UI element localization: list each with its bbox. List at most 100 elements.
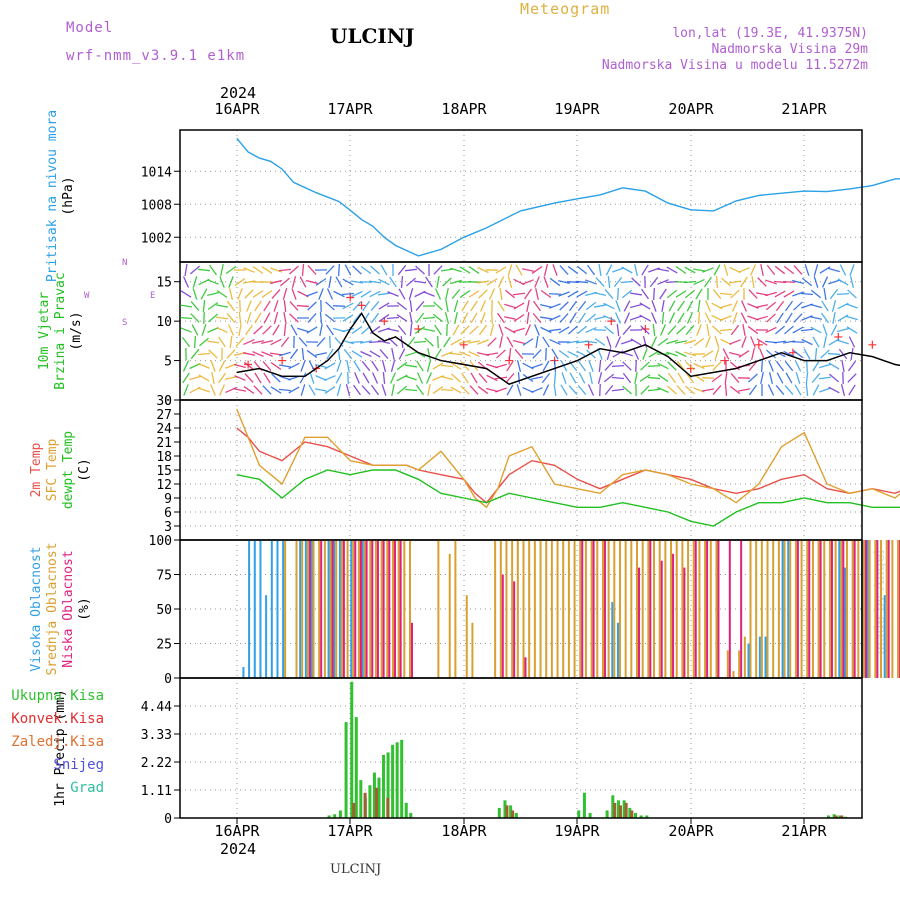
wind-arrow-444 (539, 316, 553, 320)
wind-arrow-679 (730, 361, 740, 371)
cloud-ytick-label-3: 25 (156, 638, 172, 653)
cloud-bar-1-55 (653, 540, 656, 678)
cloud-bar-2-3 (342, 540, 345, 678)
wind-arrow-735 (776, 372, 784, 384)
wind-arrow-304 (427, 347, 431, 361)
wind-arrow-621 (685, 325, 695, 335)
precip-legend-4: Grad (70, 780, 104, 796)
wind-arrow-654 (712, 325, 722, 335)
wind-arrow-61 (229, 335, 233, 349)
wind-arrow-354 (468, 290, 480, 298)
wind-arrow-685 (741, 300, 747, 312)
cloud-bar-2-14 (501, 574, 504, 678)
top-day-label-3: 19APR (554, 100, 600, 118)
wind-arrow-782 (821, 276, 829, 288)
wind-arrow-139 (289, 348, 299, 360)
wind-arrow-43 (210, 384, 216, 396)
wind-arrow-383 (486, 374, 498, 382)
wind-arrow-787 (823, 335, 827, 349)
wind-arrow-745 (784, 360, 794, 372)
cloud-bar-0-3 (259, 540, 262, 678)
wind-arrow-429 (531, 266, 543, 274)
wind-arrow-410 (513, 302, 525, 310)
wind-arrow-294 (416, 360, 424, 372)
wind-arrow-482 (569, 372, 577, 384)
precip-bar-0-18 (497, 807, 501, 818)
wind-arrow-267 (396, 301, 408, 311)
cloud-bar-0-13 (338, 540, 341, 678)
cloud-bar-1-11 (352, 540, 355, 678)
wind-arrow-669 (724, 371, 728, 385)
precip-bar-0-1 (333, 814, 337, 818)
wind-arrow-128 (279, 351, 291, 357)
wind-arrow-475 (567, 290, 579, 298)
wind-arrow-403 (508, 347, 512, 361)
precip-bar-0-10 (377, 777, 381, 818)
precip-bar-0-35 (838, 815, 842, 818)
wind-arrow-438 (530, 376, 544, 380)
pressure-axis-label-1: (hPa) (61, 176, 76, 215)
precip-ytick-label-0: 4.44 (141, 700, 172, 715)
wind-arrow-511 (593, 329, 607, 331)
wind-arrow-13 (192, 288, 198, 300)
wind-arrow-545 (621, 339, 633, 345)
wind-arrow-686 (740, 312, 748, 324)
wind-arrow-639 (704, 276, 712, 288)
cloud-bar-0-18 (747, 643, 750, 678)
precip-bar-0-12 (386, 752, 390, 818)
precip-legend-3: Snijeg (53, 757, 104, 773)
wind-arrow-58 (226, 300, 236, 312)
wind-arrow-795 (831, 300, 837, 312)
wind-arrow-228 (361, 360, 371, 372)
gust-marker-14 (720, 356, 729, 365)
wind-arrow-321 (445, 288, 449, 300)
wind-arrow-101 (261, 290, 273, 298)
wind-arrow-106 (261, 351, 273, 357)
wind-arrow-432 (532, 300, 542, 312)
wind-arrow-650 (715, 275, 719, 289)
wind-arrow-180 (324, 313, 336, 323)
wind-arrow-443 (540, 304, 552, 308)
wind-arrow-215 (350, 340, 364, 344)
wind-arrow-747 (784, 385, 794, 395)
wind-arrow-208 (345, 384, 351, 396)
cloud-bar-1-73 (760, 540, 763, 678)
wind-arrow-770 (813, 264, 819, 276)
wind-arrow-421 (526, 299, 530, 313)
wind-arrow-207 (347, 371, 349, 385)
bottom-year-label: 2024 (220, 840, 256, 858)
wind-arrow-333 (453, 300, 459, 312)
cloud-bar-1-17 (386, 540, 389, 678)
cloud-bar-1-72 (755, 540, 758, 678)
wind-arrow-441 (543, 276, 549, 288)
wind-arrow-275 (404, 268, 418, 272)
wind-arrow-298 (425, 276, 433, 288)
wind-arrow-704 (760, 263, 764, 277)
wind-arrow-487 (577, 300, 587, 312)
cloud-bar-1-3 (306, 540, 309, 678)
model-name: wrf-nmm_v3.9.1 e1km (66, 48, 246, 64)
wind-arrow-121 (278, 268, 292, 272)
wind-arrow-637 (693, 387, 705, 393)
precip-bar-0-13 (391, 744, 395, 818)
wind-arrow-318 (432, 386, 444, 394)
wind-arrow-35 (207, 292, 219, 296)
wind-arrow-411 (513, 314, 525, 322)
wind-arrow-593 (657, 387, 669, 393)
cloud-bar-1-69 (738, 650, 741, 678)
wind-arrow-687 (742, 323, 746, 337)
wind-arrow-319 (440, 268, 454, 272)
wind-arrow-542 (623, 300, 631, 312)
wind-arrow-608 (677, 300, 685, 312)
top-day-label-5: 21APR (781, 100, 827, 118)
cloud-bar-1-67 (726, 650, 729, 678)
wind-arrow-345 (461, 312, 469, 324)
precip-legend-0: Ukupna Kisa (11, 688, 104, 704)
wind-arrow-499 (586, 313, 596, 323)
wind-arrow-17 (193, 335, 197, 349)
wind-arrow-112 (271, 289, 281, 299)
cloud-bar-2-2 (331, 540, 334, 678)
wind-arrow-327 (440, 364, 454, 368)
wind-arrow-779 (811, 373, 821, 383)
wind-arrow-551 (631, 277, 641, 287)
